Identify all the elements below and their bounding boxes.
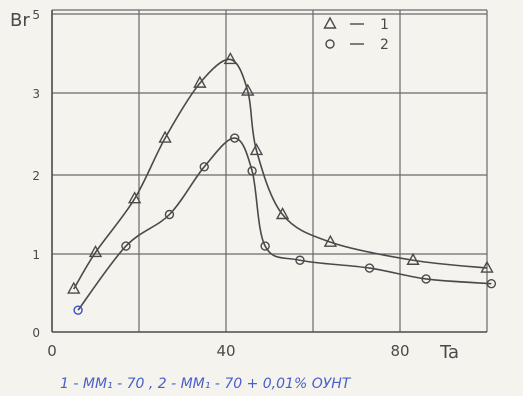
series-2-point: [421, 274, 431, 284]
x-tick-label: 0: [47, 342, 57, 360]
y-tick-label: 0: [32, 326, 40, 340]
series-1-point: [88, 244, 103, 258]
y-tick-label: 3: [32, 87, 40, 101]
series-2-point: [486, 278, 497, 289]
x-axis-label: Ta: [439, 342, 459, 363]
x-tick-label: 80: [390, 342, 409, 360]
series-1-line: [73, 58, 488, 290]
series-markers: [67, 51, 497, 315]
series-2-point: [199, 162, 209, 172]
series-lines: [73, 58, 492, 311]
series-1-point: [158, 130, 172, 143]
series-2-point: [260, 241, 270, 251]
series-2-point: [121, 241, 131, 251]
legend-label-1: 1: [380, 17, 389, 33]
series-2-point: [73, 305, 83, 315]
y-tick-label: 1: [32, 248, 40, 262]
series-1-point: [480, 260, 494, 273]
chart-axes: [51, 10, 487, 333]
series-1-point: [249, 142, 264, 156]
series-1-point: [193, 75, 207, 88]
series-1-point: [127, 191, 142, 204]
series-2-point: [247, 166, 257, 176]
series-2-point: [229, 133, 240, 143]
series-2-point: [295, 255, 305, 265]
y-axis-label: Br: [10, 10, 30, 31]
legend-label-2: 2: [380, 37, 389, 53]
series-2-point: [164, 209, 175, 220]
series-1-point: [67, 281, 81, 294]
legend-marker-2: [325, 39, 335, 49]
series-2-point: [364, 263, 375, 273]
series-1-point: [241, 83, 255, 96]
series-1-point: [223, 51, 238, 65]
legend: 12: [323, 16, 389, 53]
series-1-point: [323, 234, 338, 247]
y-tick-label: 5: [32, 8, 40, 22]
figure-caption: 1 - MM₁ - 70 , 2 - MM₁ - 70 + 0,01% ОУНТ: [60, 376, 352, 392]
series-1-point: [406, 252, 420, 265]
legend-marker-1: [323, 16, 337, 29]
series-2-line: [77, 137, 492, 311]
x-tick-label: 40: [216, 342, 235, 360]
y-tick-label: 2: [32, 169, 40, 183]
series-1-point: [275, 207, 290, 220]
